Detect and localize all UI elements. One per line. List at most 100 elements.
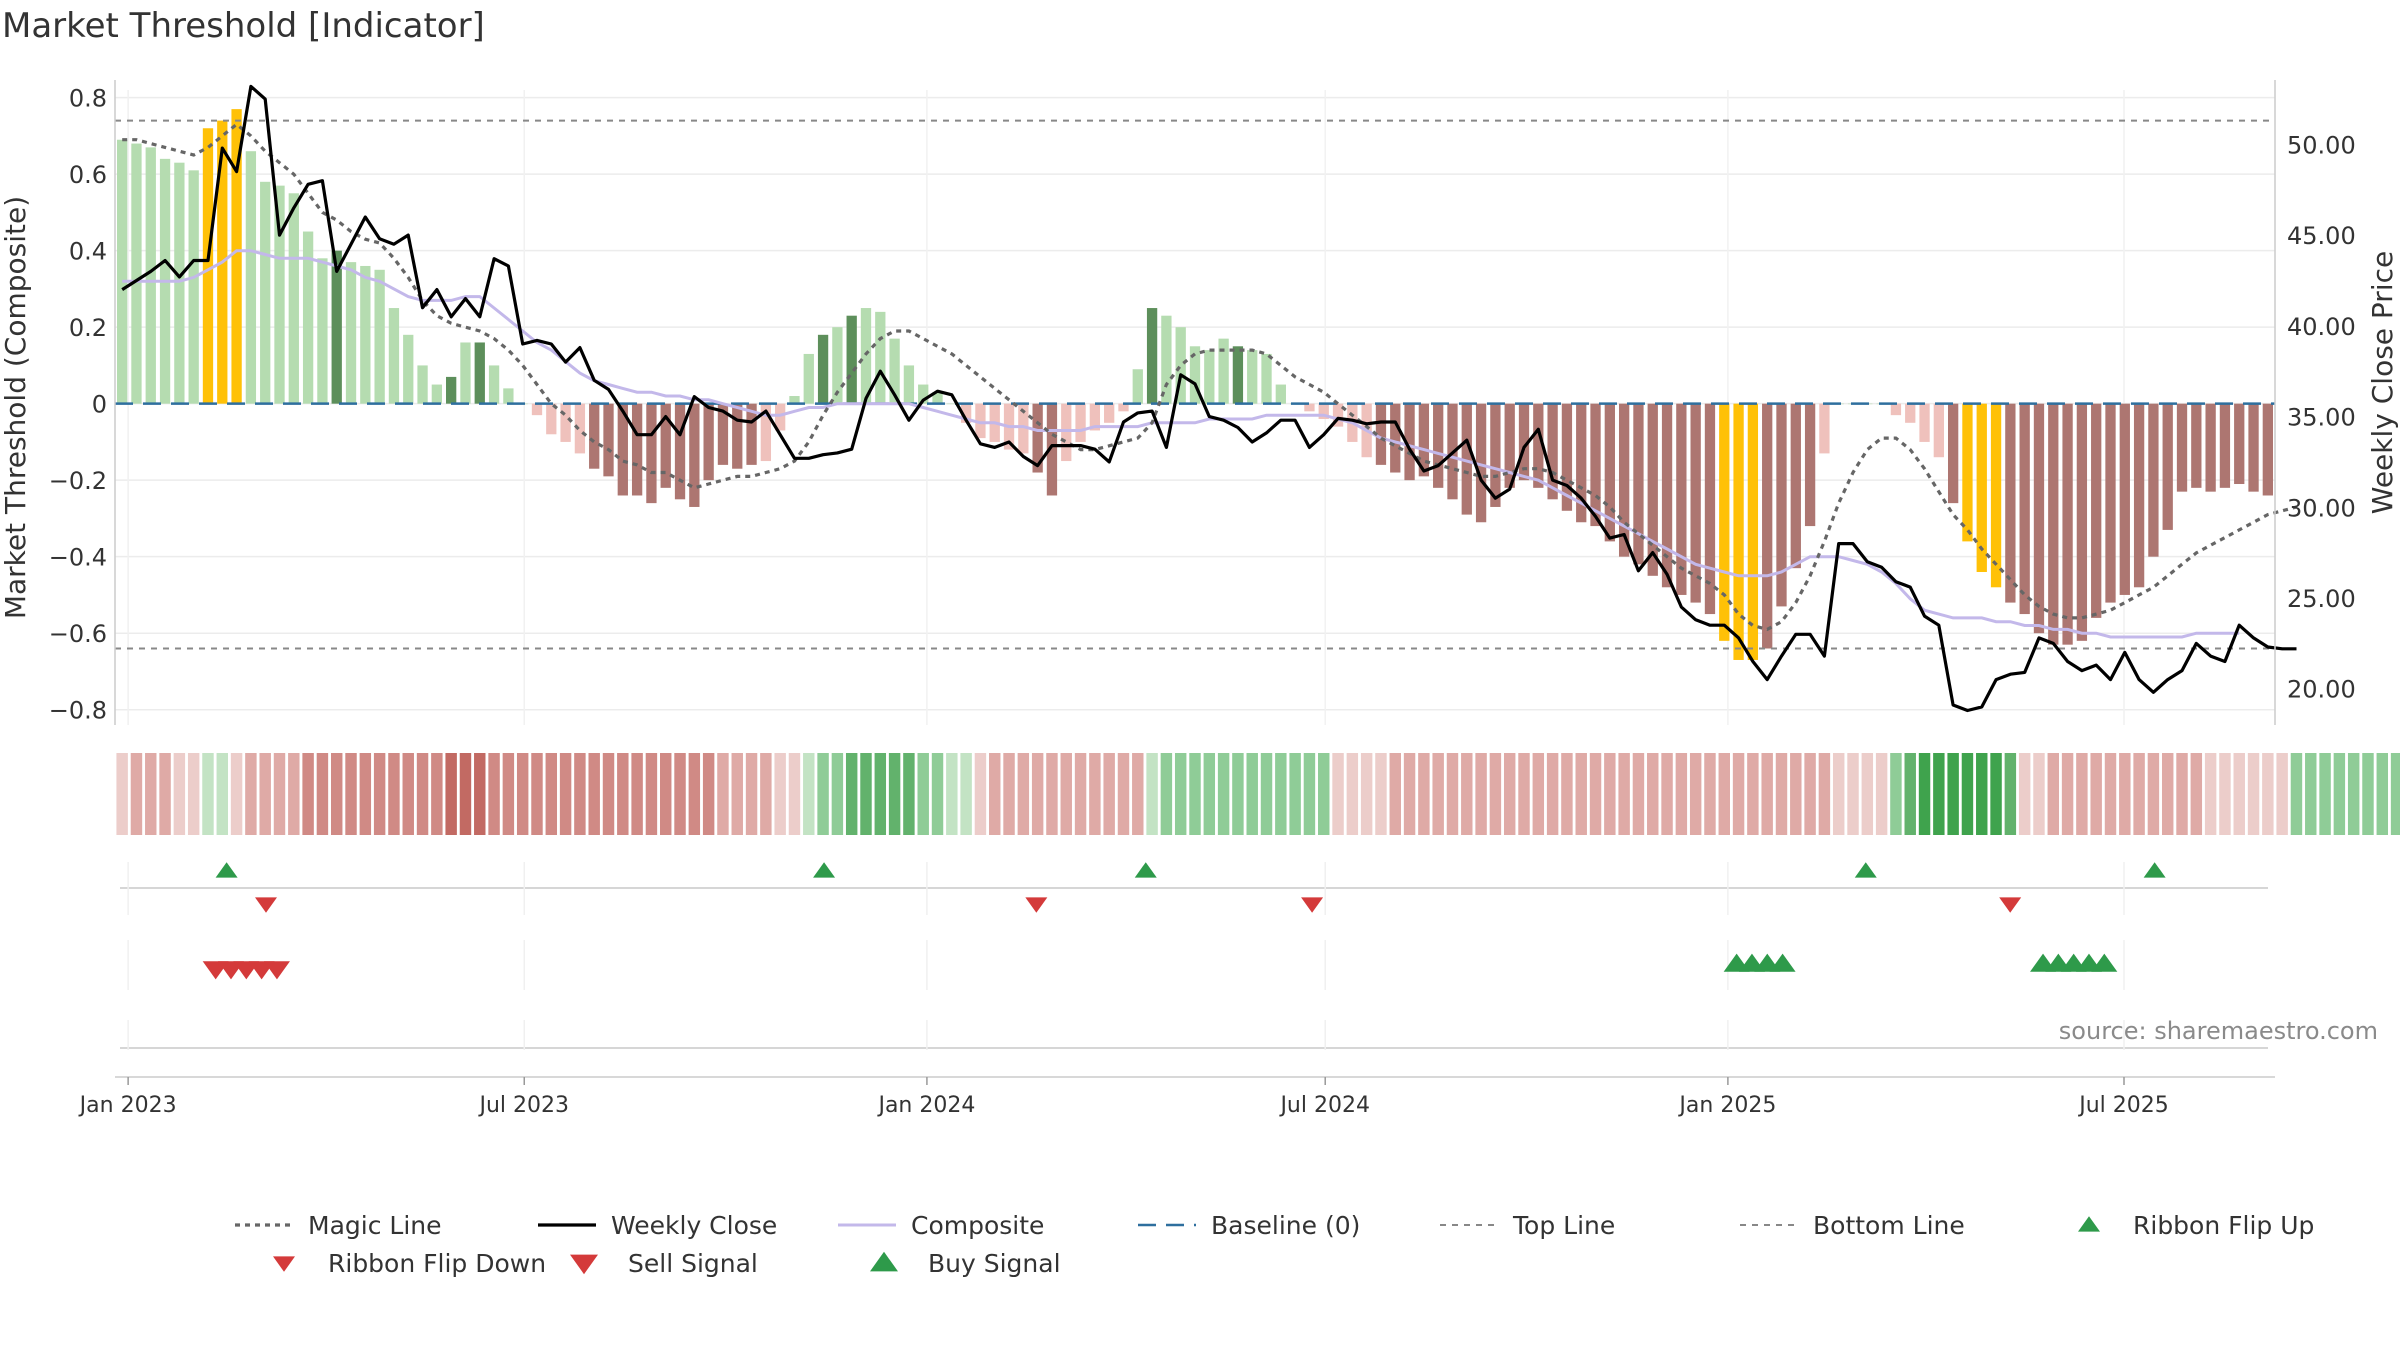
ribbon-flip-up-marker xyxy=(215,862,238,878)
ribbon-cell xyxy=(645,753,658,835)
ribbon-cell xyxy=(588,753,600,835)
composite-bar xyxy=(1962,403,1973,542)
composite-bar xyxy=(2205,403,2216,492)
ribbon-cell xyxy=(602,753,615,835)
source-label: source: sharemaestro.com xyxy=(2059,1017,2378,1045)
ribbon-cell xyxy=(803,753,815,835)
composite-bar xyxy=(431,384,443,404)
composite-bar xyxy=(245,151,257,404)
y-left-tick-label: −0.2 xyxy=(49,467,107,495)
ribbon-cell xyxy=(488,753,500,835)
composite-bar xyxy=(1504,403,1515,488)
composite-bar xyxy=(1261,353,1272,404)
ribbon-cell xyxy=(1761,753,1773,835)
composite-bar xyxy=(174,162,185,404)
ribbon-cell xyxy=(2204,753,2217,835)
ribbon-cell xyxy=(474,753,486,835)
composite-bar xyxy=(646,403,657,504)
ribbon-flip-down-marker xyxy=(1301,897,1324,913)
y-right-tick-label: 50.00 xyxy=(2287,131,2356,159)
composite-bar xyxy=(1590,403,1601,527)
ribbon-cell xyxy=(1618,753,1630,835)
composite-bar xyxy=(1661,403,1673,588)
composite-bar xyxy=(789,396,800,404)
ribbon-cell xyxy=(1933,753,1945,835)
ribbon-cell xyxy=(1117,753,1130,835)
composite-bar xyxy=(603,403,614,477)
composite-bar xyxy=(875,311,886,404)
ribbon-strip xyxy=(116,753,2400,835)
weekly-close-line xyxy=(121,84,2297,713)
ribbon-cell xyxy=(631,753,643,835)
y-right-tick-label: 25.00 xyxy=(2287,585,2356,613)
ribbon-cell xyxy=(145,753,157,835)
composite-bar xyxy=(531,403,543,416)
composite-bar xyxy=(903,365,915,404)
ribbon-cell xyxy=(946,753,958,835)
composite-bar xyxy=(374,269,385,404)
ribbon-cell xyxy=(1575,753,1587,835)
sell-signal-marker xyxy=(263,961,290,980)
legend-item-close: Weekly Close xyxy=(538,1211,777,1240)
composite-bar xyxy=(1475,403,1487,523)
ribbon-flip-up-marker xyxy=(1854,862,1877,878)
ribbon-cell xyxy=(1775,753,1788,835)
ribbon-cell xyxy=(774,753,786,835)
composite-bar xyxy=(231,109,242,404)
composite-bar xyxy=(1161,315,1172,404)
composite-bar xyxy=(1919,403,1930,442)
composite-bar xyxy=(360,265,371,404)
legend-item-flip_up: Ribbon Flip Up xyxy=(2078,1211,2314,1240)
composite-bar xyxy=(846,315,857,404)
composite-bar xyxy=(2148,403,2159,557)
composite-bar xyxy=(1905,403,1916,423)
ribbon-cell xyxy=(259,753,271,835)
ribbon-cell xyxy=(1475,753,1487,835)
composite-bar xyxy=(918,384,929,404)
composite-bar xyxy=(2234,403,2245,485)
x-axis: Jan 2023 Jul 2023 Jan 2024 Jul 2024 Jan 2025… xyxy=(78,1076,2275,1118)
composite-bar xyxy=(1075,403,1086,442)
composite-bar xyxy=(932,392,943,404)
ribbon-cell xyxy=(2033,753,2045,835)
composite-bar xyxy=(1933,403,1944,458)
y-right-tick-label: 20.00 xyxy=(2287,676,2356,704)
composite-bar xyxy=(2048,403,2059,645)
ribbon-cell xyxy=(1132,753,1144,835)
ribbon-cell xyxy=(1990,753,2002,835)
composite-bar xyxy=(2176,403,2188,492)
composite-bar xyxy=(746,403,757,465)
ribbon-cell xyxy=(1790,753,1802,835)
legend-swatch xyxy=(273,1256,295,1272)
legend-label: Sell Signal xyxy=(628,1249,758,1278)
ribbon-cell xyxy=(230,753,243,835)
ribbon-cell xyxy=(2390,753,2400,835)
ribbon-cell xyxy=(1060,753,1072,835)
ribbon-cell xyxy=(1890,753,1902,835)
composite-bar xyxy=(202,128,214,404)
composite-bar xyxy=(717,403,729,465)
composite-bar xyxy=(117,139,128,404)
composite-bar xyxy=(1375,403,1387,465)
ribbon-cell xyxy=(359,753,372,835)
composite-bar xyxy=(1247,350,1258,404)
legend-swatch xyxy=(2078,1216,2100,1232)
composite-bar xyxy=(2191,403,2202,488)
composite-bar xyxy=(2248,403,2259,492)
composite-bar xyxy=(1275,384,1286,404)
composite-bar xyxy=(1618,403,1630,557)
ribbon-cell xyxy=(2161,753,2174,835)
ribbon-cell xyxy=(1089,753,1101,835)
legend-item-composite: Composite xyxy=(838,1211,1044,1240)
x-tick-label: Jul 2025 xyxy=(2077,1093,2169,1118)
y-left-tick-label: 0.4 xyxy=(69,238,107,266)
composite-bar xyxy=(1490,403,1501,507)
axes: −0.8 −0.6 −0.4 −0.2 0 0.2 0.4 0.6 0.8 20.00 25.00 3… xyxy=(0,80,2399,725)
ribbon-cell xyxy=(1017,753,1030,835)
ribbon-cell xyxy=(116,753,128,835)
ribbon-cell xyxy=(173,753,186,835)
ribbon-cell xyxy=(2090,753,2102,835)
legend-label: Ribbon Flip Down xyxy=(328,1249,546,1278)
ribbon-cell xyxy=(2176,753,2188,835)
